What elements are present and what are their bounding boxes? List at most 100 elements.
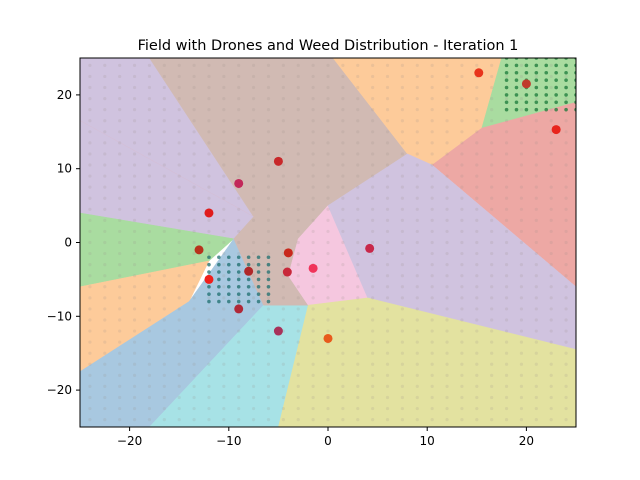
weed-point-faint [371, 373, 375, 377]
weed-point-faint [103, 251, 107, 256]
weed-point-faint [118, 329, 122, 333]
weed-point-faint [252, 130, 256, 134]
weed-point-faint [177, 130, 181, 134]
weed-point-faint [549, 85, 553, 90]
weed-point-faint [222, 373, 226, 377]
weed-point-faint [266, 329, 271, 333]
weed-point-faint [266, 229, 271, 234]
weed-point-faint [252, 418, 256, 422]
weed-point-faint [132, 229, 137, 234]
weed-point-faint [385, 108, 390, 112]
weed-point-faint [430, 395, 434, 400]
weed-point-faint [534, 340, 538, 344]
y-tick-label: 0 [64, 236, 72, 250]
weed-point-faint [415, 362, 419, 366]
weed-point-faint [519, 296, 524, 300]
weed-point-faint [385, 384, 390, 389]
weed-point-faint [504, 207, 509, 211]
weed-point [266, 270, 271, 274]
weed-point-faint [519, 218, 524, 222]
weed-point-faint [177, 207, 181, 211]
weed-point-faint [132, 63, 137, 67]
weed-point-faint [252, 395, 256, 400]
weed-point-faint [311, 340, 315, 344]
weed-point-faint [326, 85, 330, 90]
weed-point-faint [296, 307, 300, 311]
weed-point-faint [385, 340, 390, 344]
weed-point-faint [385, 63, 390, 67]
weed-point-faint [475, 362, 479, 366]
weed-point-faint [192, 229, 196, 234]
weed-point-faint [88, 63, 92, 67]
weed-point-faint [222, 207, 226, 211]
weed-point-faint [132, 251, 137, 256]
weed-point-faint [504, 418, 509, 422]
weed-point-faint [341, 96, 345, 101]
weed-point-faint [430, 152, 434, 156]
weed-point-faint [147, 141, 152, 145]
weed-point [236, 262, 241, 267]
weed-point-faint [252, 108, 256, 112]
weed-point-faint [400, 119, 404, 123]
weed-point-faint [534, 307, 538, 311]
weed-point-faint [549, 418, 553, 422]
weed-point-faint [519, 285, 524, 289]
weed-point [227, 277, 231, 282]
weed-point-faint [326, 218, 330, 222]
weed-point-faint [296, 174, 300, 178]
weed-point-faint [490, 351, 494, 355]
weed-point-faint [192, 296, 196, 300]
weed-point-faint [237, 108, 241, 112]
weed-point-faint [252, 362, 256, 366]
weed-point [217, 262, 221, 267]
weed-point-faint [445, 185, 449, 189]
weed-point-faint [237, 74, 241, 79]
weed-point-faint [549, 96, 553, 101]
weed-point-faint [445, 384, 449, 389]
weed-point-faint [475, 395, 479, 400]
weed-point-faint [296, 141, 300, 145]
weed-point-faint [192, 207, 196, 211]
weed-point-faint [237, 152, 241, 156]
weed-point-faint [162, 74, 166, 79]
weed-point-faint [192, 63, 196, 67]
weed-point-faint [281, 108, 285, 112]
weed-point-faint [534, 240, 538, 245]
weed-point-faint [385, 74, 390, 79]
weed-point-faint [237, 163, 241, 167]
weed-point-faint [564, 340, 568, 344]
weed-point-faint [207, 318, 211, 322]
weed-point-faint [341, 274, 345, 278]
weed-point-faint [118, 218, 122, 222]
weed-point-faint [162, 418, 166, 422]
weed-point-faint [207, 373, 211, 377]
weed-point-faint [549, 340, 553, 344]
weed-point-faint [430, 141, 434, 145]
weed-point-faint [103, 274, 107, 278]
y-axis: −20 −10 0 10 20 [47, 88, 80, 397]
weed-point-faint [460, 406, 464, 411]
weed-point-faint [311, 362, 315, 366]
weed-point-faint [192, 351, 196, 355]
weed-point-faint [132, 384, 137, 389]
weed-point-faint [371, 207, 375, 211]
weed-point-faint [534, 362, 538, 366]
weed-point-faint [281, 384, 285, 389]
weed-point-faint [132, 119, 137, 123]
weed-point-faint [326, 108, 330, 112]
weed-point-faint [222, 152, 226, 156]
weed-point-faint [132, 152, 137, 156]
weed-point-faint [415, 307, 419, 311]
weed-point-faint [430, 85, 434, 90]
weed-point-faint [430, 418, 434, 422]
weed-point-faint [445, 285, 449, 289]
weed-point-faint [192, 163, 196, 167]
weed-point-faint [296, 395, 300, 400]
weed-point [217, 277, 221, 282]
weed-point-faint [504, 373, 509, 377]
weed-point-faint [118, 207, 122, 211]
weed-point-faint [371, 174, 375, 178]
weed-point-faint [207, 163, 211, 167]
weed-point-faint [341, 307, 345, 311]
weed-point-faint [103, 229, 107, 234]
